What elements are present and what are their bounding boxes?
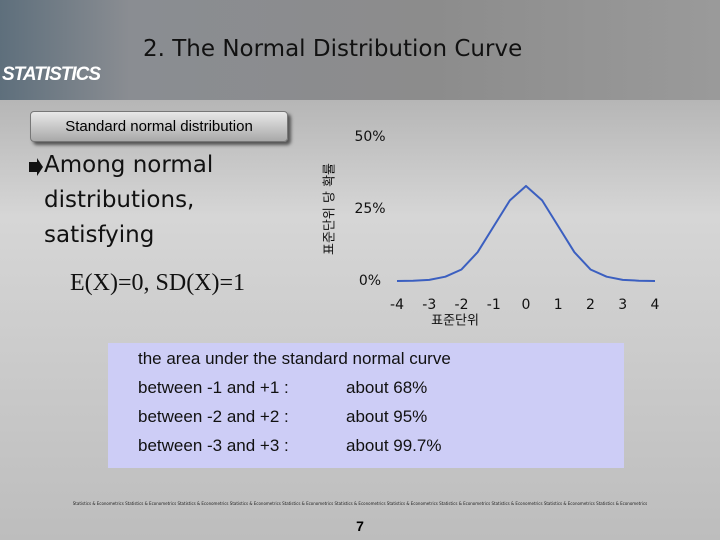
x-tick-label: 4 xyxy=(651,297,660,313)
x-tick-label: 0 xyxy=(522,297,531,313)
chart: 0% 25% 50% -4 -3 -2 -1 0 1 2 3 4 표준단위 표준단위 당 확률 xyxy=(323,129,660,329)
footer-strip: Statistics & Econometrics Statistics & E… xyxy=(72,501,648,506)
header-bar xyxy=(0,0,720,100)
x-axis-label: 표준단위 xyxy=(431,314,479,329)
x-tick-label: 1 xyxy=(554,297,563,313)
bullet-line: satisfying xyxy=(44,222,155,248)
box-heading: the area under the standard normal curve xyxy=(138,349,451,368)
x-tick-label: -1 xyxy=(487,297,501,313)
x-tick-label: -4 xyxy=(390,297,404,313)
box-row-label: between -2 and +2 : xyxy=(138,407,289,426)
y-tick-label: 25% xyxy=(354,201,385,217)
formula: E(X)=0, SD(X)=1 xyxy=(70,270,246,296)
bullet-line: distributions, xyxy=(44,187,195,213)
bullet-line: Among normal xyxy=(44,152,214,178)
x-tick-label: -3 xyxy=(422,297,436,313)
section-tab: Standard normal distribution xyxy=(30,111,288,142)
x-tick-label: 3 xyxy=(618,297,627,313)
y-tick-label: 50% xyxy=(354,129,385,145)
box-row-label: between -3 and +3 : xyxy=(138,436,289,455)
logo: STATISTICS xyxy=(2,64,101,85)
page-number: 7 xyxy=(356,518,364,534)
box-row-label: between -1 and +1 : xyxy=(138,378,289,397)
x-tick-label: 2 xyxy=(586,297,595,313)
bullet-arrow xyxy=(29,158,43,176)
box-row-value: about 68% xyxy=(346,378,428,397)
y-axis-label: 표준단위 당 확률 xyxy=(323,163,338,255)
slide-title: 2. The Normal Distribution Curve xyxy=(143,36,523,62)
x-tick-label: -2 xyxy=(455,297,469,313)
curve xyxy=(396,184,656,282)
box-row-value: about 99.7% xyxy=(346,436,442,455)
info-box xyxy=(108,343,624,468)
y-tick-label: 0% xyxy=(359,273,381,289)
box-row-value: about 95% xyxy=(346,407,428,426)
